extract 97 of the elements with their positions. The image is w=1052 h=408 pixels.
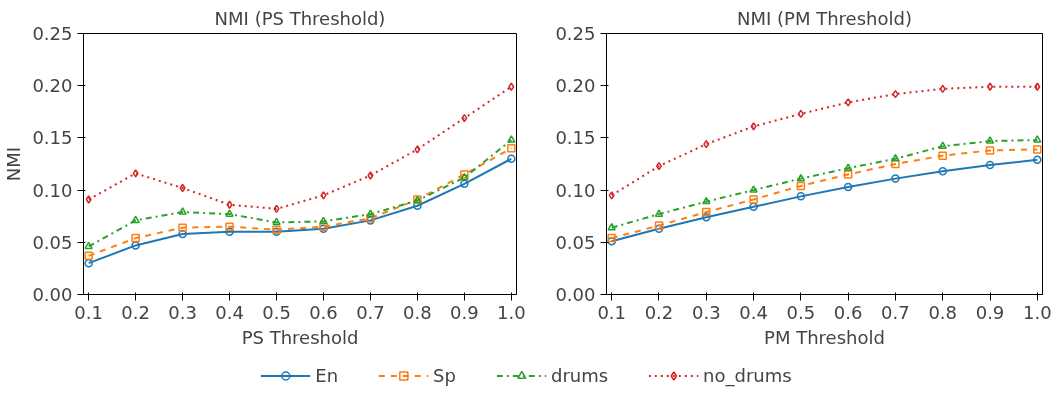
point [938, 141, 947, 150]
y-axis-title: NMI [3, 146, 25, 182]
point [1033, 135, 1042, 143]
legend-label: En [315, 364, 339, 386]
point [796, 181, 806, 191]
x-tick-label: 0.7 [356, 301, 385, 323]
point [891, 153, 900, 162]
point [225, 227, 234, 237]
point [225, 222, 234, 231]
point [178, 207, 187, 215]
point [655, 161, 663, 171]
x-tick-label: 0.6 [309, 301, 338, 323]
y-tick-label: 0.15 [32, 127, 73, 149]
chart-title: NMI (PS Threshold) [214, 7, 386, 29]
point [131, 215, 140, 224]
legend-label: no_drums [703, 364, 792, 386]
point [797, 109, 804, 119]
point [986, 82, 994, 91]
point [413, 201, 422, 210]
point [1033, 145, 1042, 154]
point [225, 209, 234, 217]
chart-title: NMI (PM Threshold) [737, 7, 912, 29]
legend-label: drums [550, 364, 609, 386]
point [891, 174, 900, 183]
y-tick-label: 0.00 [32, 284, 73, 305]
y-tick-label: 0.00 [555, 284, 596, 305]
point [843, 170, 853, 179]
point [796, 192, 806, 201]
x-tick-label: 0.5 [786, 301, 816, 323]
point [460, 179, 469, 189]
x-tick-label: 0.5 [262, 301, 291, 323]
x-tick-label: 0.1 [597, 301, 627, 323]
point [319, 216, 328, 225]
x-tick-label: 0.2 [644, 301, 674, 323]
x-tick-label: 1.0 [497, 301, 526, 323]
y-tick-label: 0.25 [32, 23, 73, 44]
point [703, 139, 710, 149]
x-tick-label: 1.0 [1022, 301, 1052, 323]
point [131, 233, 140, 243]
point [132, 169, 139, 178]
point [749, 195, 758, 204]
x-tick-label: 0.9 [450, 301, 479, 323]
point [749, 202, 758, 212]
y-tick-label: 0.10 [32, 179, 73, 201]
point [320, 191, 327, 200]
point [702, 196, 711, 205]
y-tick-label: 0.20 [555, 75, 596, 97]
point [843, 182, 853, 192]
y-tick-label: 0.05 [32, 231, 73, 253]
y-tick-label: 0.25 [555, 23, 596, 44]
point [985, 160, 995, 170]
point [84, 251, 93, 261]
x-tick-label: 0.4 [215, 301, 244, 323]
point [938, 151, 947, 160]
y-tick-label: 0.20 [32, 75, 73, 97]
point [131, 241, 140, 250]
point [938, 167, 947, 176]
point [891, 159, 900, 169]
point [507, 154, 516, 164]
point [892, 89, 899, 99]
x-tick-label: 0.1 [74, 301, 103, 323]
point [607, 222, 616, 231]
x-tick-label: 0.2 [121, 301, 150, 323]
legend-label: Sp [433, 364, 456, 386]
x-tick-label: 0.3 [691, 301, 721, 323]
point [845, 98, 852, 107]
point [272, 217, 281, 226]
point [702, 213, 711, 222]
point [85, 195, 92, 204]
y-tick-label: 0.10 [555, 179, 596, 201]
point [796, 173, 806, 182]
x-tick-label: 0.8 [403, 301, 432, 323]
x-axis-title: PS Threshold [241, 326, 359, 348]
x-axis-title: PM Threshold [764, 326, 885, 348]
x-tick-label: 0.3 [168, 301, 197, 323]
x-tick-label: 0.6 [833, 301, 863, 323]
point [366, 209, 375, 217]
point [749, 185, 758, 193]
point [414, 145, 421, 154]
point [461, 113, 468, 123]
point [750, 122, 757, 131]
y-tick-label: 0.15 [555, 127, 596, 149]
x-tick-label: 0.9 [975, 301, 1005, 323]
x-tick-label: 0.7 [881, 301, 910, 323]
point [985, 146, 995, 155]
x-tick-label: 0.8 [928, 301, 958, 323]
point [507, 135, 516, 143]
point [507, 144, 516, 153]
x-tick-label: 0.4 [739, 301, 768, 323]
point [84, 241, 93, 250]
point [985, 136, 995, 144]
point [654, 209, 664, 217]
y-tick-label: 0.05 [555, 231, 596, 253]
point [702, 207, 711, 217]
point [226, 200, 233, 209]
point [843, 163, 853, 171]
point [178, 223, 187, 232]
